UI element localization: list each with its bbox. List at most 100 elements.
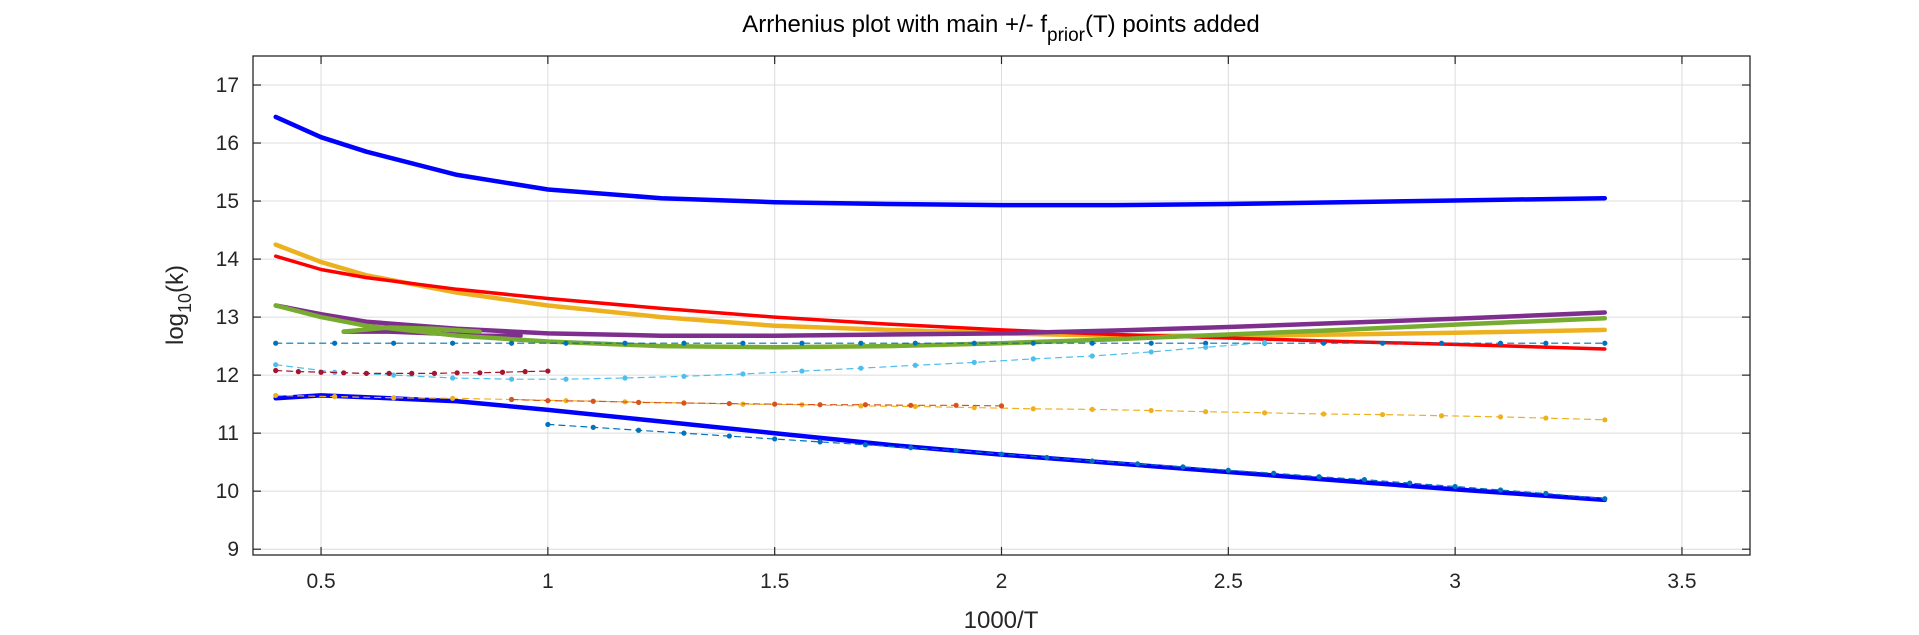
y-tick-label: 17	[216, 74, 239, 97]
series-13-point	[431, 370, 438, 376]
series-10-point	[391, 372, 397, 378]
x-tick-label: 3	[1449, 570, 1461, 593]
series-11-point	[563, 398, 569, 404]
series-line-1	[273, 114, 1608, 208]
series-11-point	[971, 405, 977, 411]
series-14-point	[1497, 487, 1504, 493]
series-line-12	[511, 398, 1003, 407]
series-14-point	[772, 436, 778, 442]
series-14-point	[908, 445, 914, 451]
series-14-point	[681, 430, 687, 436]
series-9-point	[1320, 340, 1327, 346]
series-13-point	[386, 370, 392, 376]
series-13-point	[409, 370, 415, 376]
series-14-point	[1361, 476, 1368, 483]
series-12-point	[772, 401, 778, 407]
series-9-point	[332, 340, 338, 346]
series-line-11	[275, 394, 1606, 421]
series-11-point	[858, 403, 864, 409]
series-14-point	[817, 439, 823, 445]
series-9-point	[563, 340, 569, 346]
series-9-point	[1203, 340, 1209, 346]
series-13-point	[499, 369, 506, 375]
series-10-point	[508, 376, 515, 382]
series-14-point	[1602, 496, 1608, 502]
series-line-8	[341, 325, 483, 334]
series-14-point	[545, 421, 551, 428]
x-tick-label: 0.5	[306, 570, 335, 593]
series-14-point	[1044, 454, 1050, 461]
series-line-10	[275, 342, 1266, 380]
series-11-point	[1320, 411, 1327, 417]
series-line-5	[273, 303, 1608, 338]
y-axis-label: log10(k)	[162, 265, 195, 345]
series-9-point	[1543, 340, 1549, 346]
series-14-point	[726, 433, 732, 439]
series-10-point	[1262, 340, 1268, 346]
series-10-point	[681, 373, 687, 379]
series-13-point	[318, 369, 324, 375]
series-11-point	[1089, 406, 1095, 412]
series-10-point	[912, 362, 918, 368]
series-14-point	[590, 424, 596, 430]
series-14-point	[998, 451, 1005, 457]
series-9-point	[1602, 340, 1608, 346]
series-group	[273, 114, 1608, 503]
series-12-point	[726, 400, 732, 407]
y-tick-label: 10	[216, 480, 239, 503]
y-tick-label: 14	[216, 248, 240, 271]
series-10-point	[450, 375, 456, 381]
series-10-point	[858, 365, 864, 371]
series-9-point	[799, 340, 805, 346]
series-11-point	[1543, 415, 1549, 421]
tick-marks	[253, 56, 1750, 555]
series-9-point	[1438, 340, 1445, 346]
series-10-point	[273, 362, 279, 368]
series-12-point	[635, 399, 642, 405]
series-10-point	[563, 376, 569, 382]
series-14-point	[862, 442, 869, 448]
series-11-point	[391, 395, 397, 401]
x-tick-label: 2.5	[1214, 570, 1243, 593]
x-tick-label: 2	[996, 570, 1008, 593]
series-9-point	[1379, 340, 1386, 346]
series-9-point	[858, 340, 864, 346]
y-tick-label: 15	[216, 190, 239, 213]
series-9-point	[681, 340, 687, 346]
series-14-point	[953, 447, 959, 454]
x-tick-label: 1	[542, 570, 554, 593]
y-tick-label: 9	[227, 538, 239, 561]
series-11-point	[450, 395, 456, 401]
series-9-point	[1030, 340, 1036, 346]
series-14-point	[1543, 490, 1549, 497]
series-13-point	[454, 370, 460, 376]
series-9-point	[1497, 340, 1504, 346]
series-9-point	[912, 340, 918, 346]
series-11-point	[912, 403, 918, 410]
series-11-point	[1148, 407, 1154, 414]
chart-title-subscript: prior	[1047, 25, 1086, 46]
series-line-14	[547, 423, 1606, 500]
series-11-point	[1262, 410, 1268, 416]
series-12-point	[508, 396, 515, 403]
series-10-point	[971, 359, 977, 365]
series-9-point	[450, 340, 456, 346]
series-14-point	[1089, 458, 1095, 464]
series-14-point	[635, 427, 642, 433]
series-10-point	[1148, 349, 1154, 355]
series-9-point	[1089, 340, 1095, 346]
series-9-point	[508, 340, 515, 346]
series-9-point	[273, 340, 279, 346]
series-14-point	[1180, 464, 1186, 470]
series-14-point	[1134, 461, 1141, 467]
series-11-point	[1030, 406, 1036, 412]
series-11-point	[1602, 417, 1608, 423]
series-9-point	[971, 340, 977, 346]
chart-title: Arrhenius plot with main +/- fprior(T) p…	[742, 11, 1260, 46]
series-11-point	[1379, 411, 1386, 418]
x-tick-label: 3.5	[1667, 570, 1696, 593]
series-11-point	[332, 393, 338, 400]
y-axis-label-subscript: 10	[175, 293, 195, 313]
series-11-point	[1203, 409, 1209, 415]
y-tick-labels: 9 10 11 12 13 14 15 16 17	[216, 74, 240, 561]
